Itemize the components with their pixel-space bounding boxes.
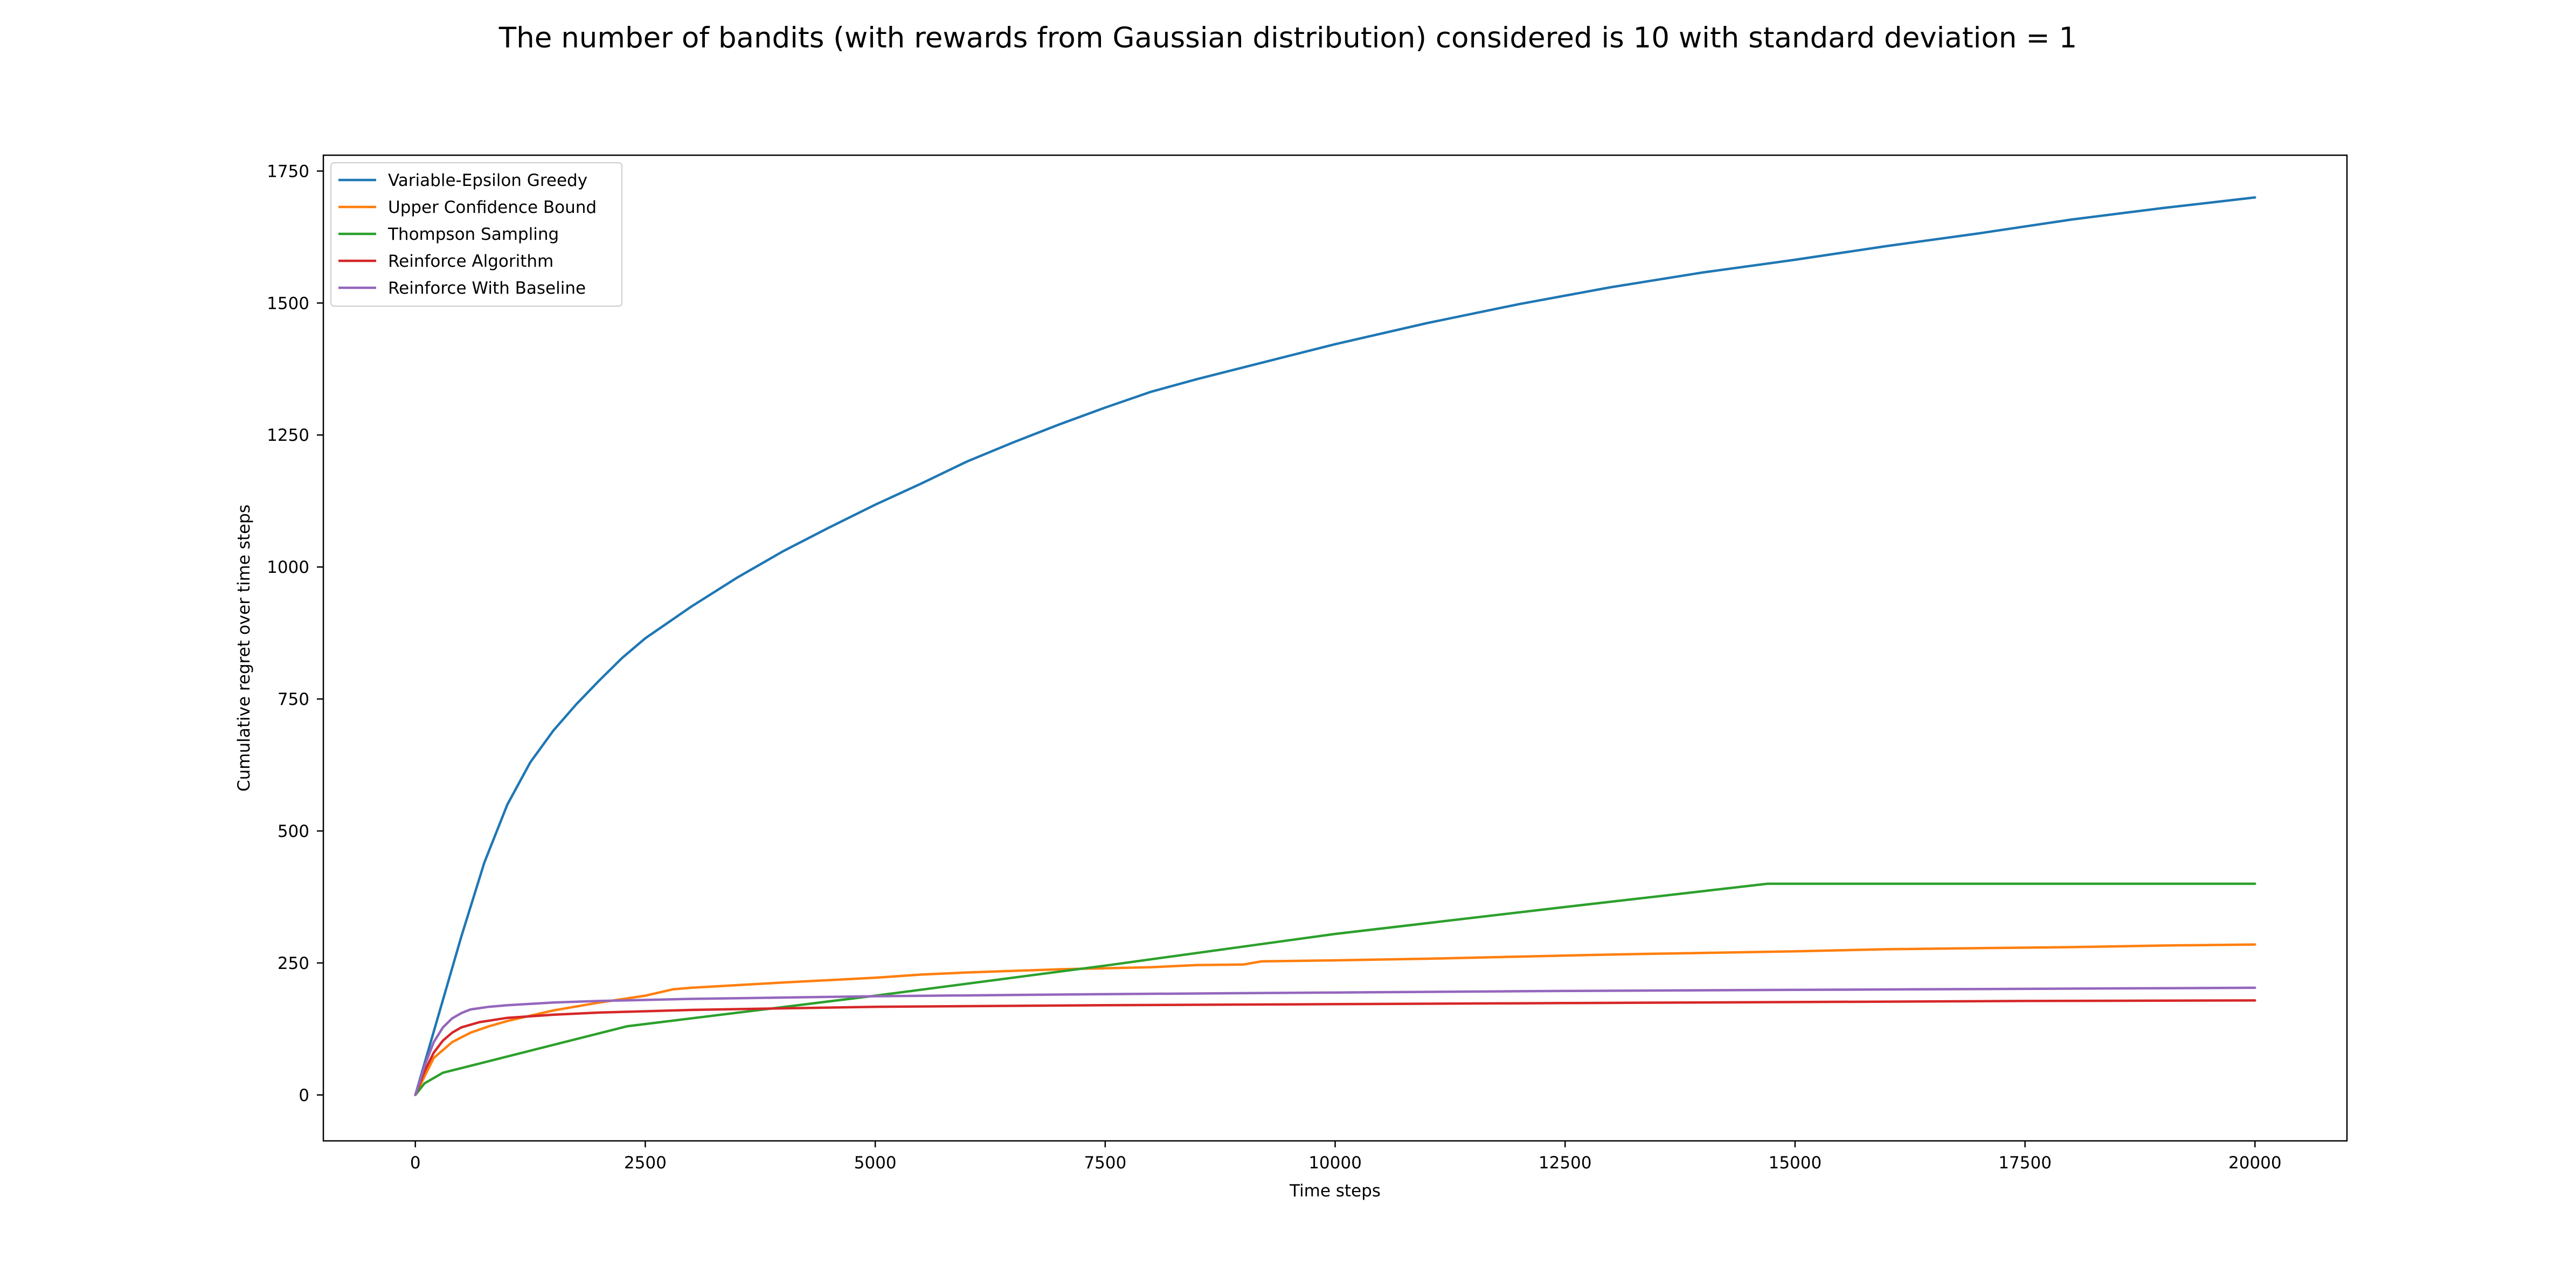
legend-frame	[330, 162, 622, 307]
y-tick-label: 1500	[267, 294, 309, 313]
x-tick-label: 5000	[854, 1153, 897, 1173]
y-tick-label: 750	[278, 690, 309, 709]
x-tick-label: 17500	[1998, 1153, 2052, 1173]
plot-lines	[414, 196, 2256, 1097]
y-tick-label: 1750	[267, 162, 309, 181]
legend-label: Reinforce Algorithm	[388, 252, 553, 271]
y-tick-label: 1000	[267, 558, 309, 577]
plot-area-frame	[322, 154, 2348, 1142]
legend-label: Reinforce With Baseline	[388, 279, 586, 298]
series-line-5	[414, 986, 2256, 1097]
x-axis-label: Time steps	[1289, 1181, 1381, 1201]
x-tick-label: 20000	[2228, 1153, 2282, 1173]
x-tick-label: 12500	[1539, 1153, 1592, 1173]
chart-title: The number of bandits (with rewards from…	[498, 22, 2077, 54]
legend: Variable-Epsilon Greedy Upper Confidence …	[330, 162, 622, 307]
series-line-1	[414, 196, 2256, 1097]
y-tick-label: 250	[278, 954, 309, 973]
x-tick-label: 7500	[1084, 1153, 1126, 1173]
y-tick-label: 500	[278, 822, 309, 841]
x-axis-ticks: 0 2500 5000 7500 10000 12500 15000 17500 20000	[410, 1141, 2282, 1173]
x-tick-label: 2500	[624, 1153, 667, 1173]
x-tick-label: 10000	[1308, 1153, 1362, 1173]
series-line-2	[414, 943, 2256, 1097]
legend-label: Thompson Sampling	[387, 225, 559, 244]
y-tick-label: 1250	[267, 426, 309, 445]
series-line-4	[414, 999, 2256, 1097]
x-tick-label: 15000	[1769, 1153, 1822, 1173]
legend-label: Variable-Epsilon Greedy	[388, 171, 587, 190]
y-tick-label: 0	[299, 1086, 309, 1105]
y-axis-label: Cumulative regret over time steps	[234, 504, 254, 792]
x-tick-label: 0	[410, 1153, 421, 1173]
y-axis-ticks: 0 250 500 750 1000 1250 1500 1750	[267, 162, 323, 1105]
series-line-3	[414, 882, 2256, 1097]
legend-label: Upper Confidence Bound	[388, 198, 597, 217]
